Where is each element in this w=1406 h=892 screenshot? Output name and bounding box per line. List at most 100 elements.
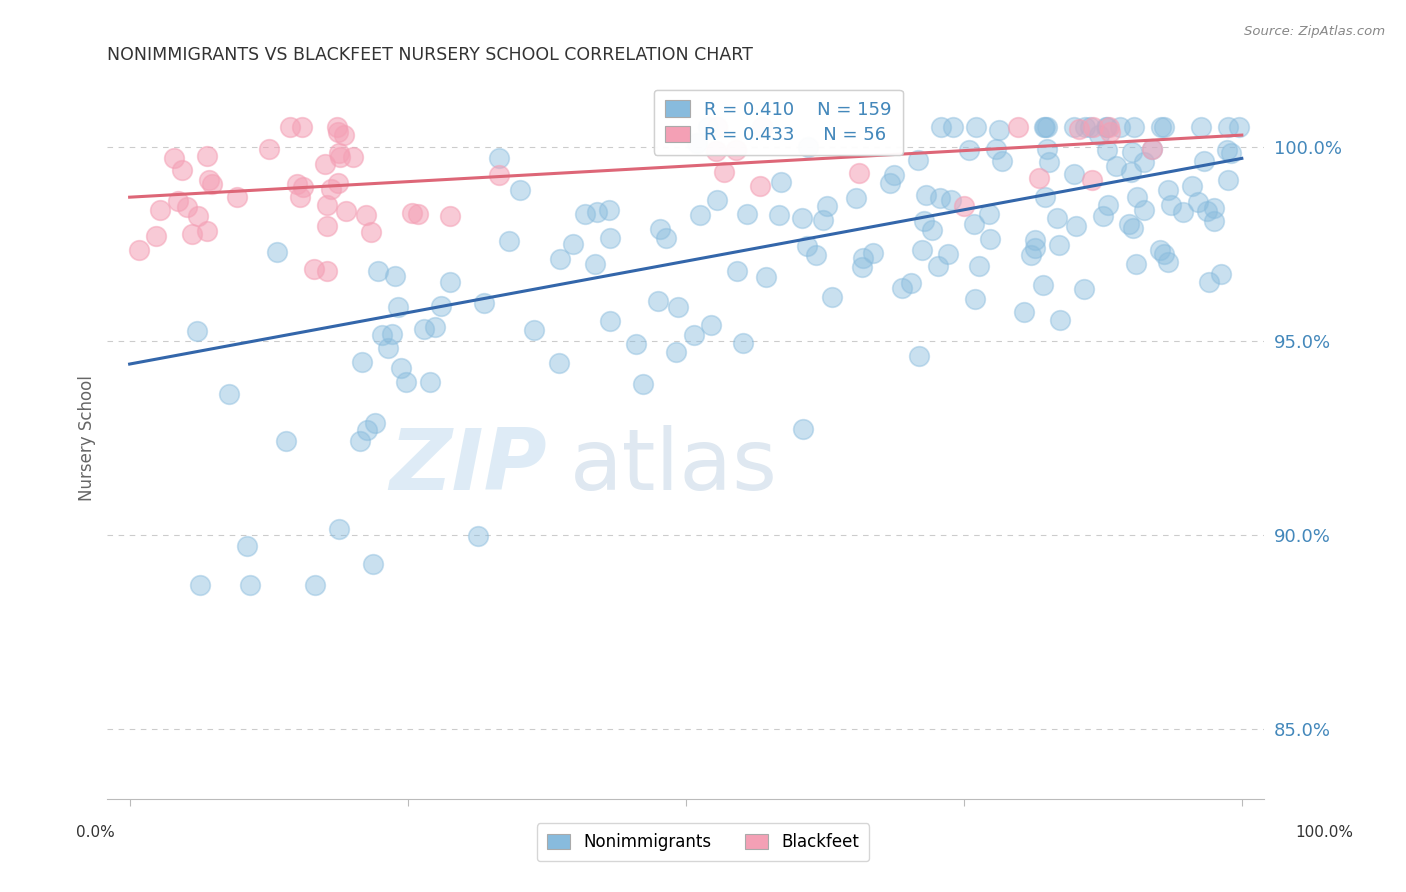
Point (326, 177, 349, 191)
Point (145, 229, 167, 244)
Point (128, 243, 150, 257)
Point (1098, 120, 1121, 135)
Point (797, 140, 820, 154)
Point (201, 178, 224, 192)
Point (1024, 233, 1046, 247)
Point (942, 120, 965, 135)
Point (236, 539, 259, 553)
Point (862, 246, 884, 260)
Point (335, 204, 357, 219)
Point (226, 190, 249, 204)
Point (1095, 143, 1118, 157)
Text: Source: ZipAtlas.com: Source: ZipAtlas.com (1244, 25, 1385, 38)
Point (907, 153, 929, 168)
Point (266, 245, 288, 260)
Point (1038, 155, 1060, 169)
Point (321, 182, 343, 196)
Point (817, 199, 839, 213)
Point (197, 173, 219, 187)
Point (1095, 120, 1118, 135)
Point (186, 325, 208, 339)
Point (769, 175, 792, 189)
Point (363, 557, 385, 571)
Point (332, 128, 354, 142)
Point (467, 529, 489, 543)
Point (900, 276, 922, 290)
Point (562, 237, 585, 252)
Point (700, 318, 723, 333)
Point (180, 227, 202, 241)
Point (908, 349, 931, 363)
Point (1125, 190, 1147, 204)
Point (735, 207, 758, 221)
Point (316, 264, 339, 278)
Point (352, 355, 374, 369)
Point (682, 328, 704, 343)
Point (574, 207, 596, 221)
Point (648, 221, 671, 235)
Point (1140, 142, 1163, 156)
Point (792, 422, 814, 436)
Point (1119, 165, 1142, 179)
Point (509, 183, 531, 197)
Point (367, 264, 389, 278)
Point (1229, 120, 1251, 135)
Point (195, 149, 218, 163)
Point (280, 120, 302, 135)
Point (984, 143, 1007, 157)
Point (1073, 120, 1095, 135)
Text: NONIMMIGRANTS VS BLACKFEET NURSERY SCHOOL CORRELATION CHART: NONIMMIGRANTS VS BLACKFEET NURSERY SCHOO… (107, 46, 754, 64)
Point (921, 222, 943, 236)
Point (697, 120, 720, 135)
Point (1028, 171, 1050, 186)
Point (1118, 217, 1140, 231)
Point (796, 239, 818, 253)
Point (1012, 305, 1035, 319)
Point (939, 193, 962, 207)
Point (430, 299, 453, 313)
Point (965, 292, 987, 306)
Legend: Nonimmigrants, Blackfeet: Nonimmigrants, Blackfeet (537, 823, 869, 862)
Point (401, 205, 423, 219)
Point (423, 319, 446, 334)
Point (790, 211, 813, 226)
Point (957, 144, 980, 158)
Point (1157, 183, 1180, 197)
Point (1216, 143, 1239, 157)
Point (1153, 120, 1175, 135)
Point (963, 217, 986, 231)
Point (706, 193, 728, 207)
Point (845, 191, 868, 205)
Point (1067, 121, 1090, 136)
Point (1197, 203, 1219, 218)
Point (848, 166, 870, 180)
Point (1149, 243, 1171, 257)
Point (349, 434, 371, 448)
Point (176, 200, 198, 214)
Point (395, 375, 418, 389)
Point (1021, 248, 1043, 262)
Point (1123, 120, 1146, 135)
Point (387, 300, 409, 314)
Point (288, 190, 311, 204)
Point (326, 120, 349, 135)
Point (979, 207, 1001, 221)
Point (914, 188, 936, 202)
Point (406, 207, 429, 221)
Point (1216, 120, 1239, 135)
Point (979, 232, 1001, 246)
Point (668, 301, 690, 315)
Point (724, 143, 747, 157)
Point (624, 337, 647, 351)
Point (285, 177, 308, 191)
Point (851, 260, 873, 275)
Point (239, 578, 262, 592)
Point (370, 328, 392, 343)
Point (384, 268, 406, 283)
Point (1007, 120, 1029, 135)
Point (1024, 241, 1046, 255)
Point (1171, 205, 1194, 219)
Point (377, 341, 399, 355)
Text: 100.0%: 100.0% (1295, 825, 1354, 839)
Point (1204, 201, 1226, 215)
